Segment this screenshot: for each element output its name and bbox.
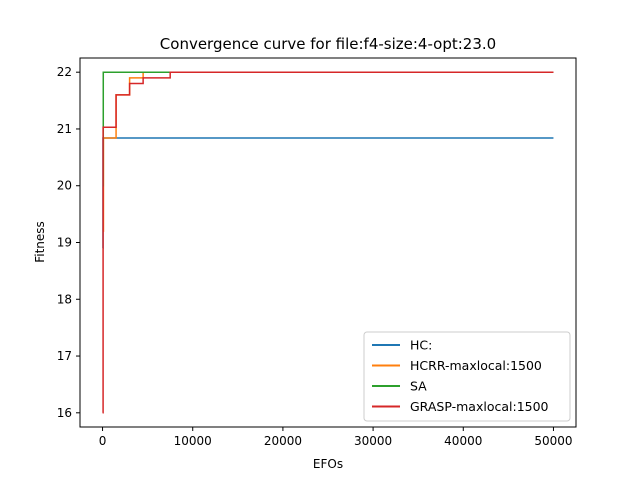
y-tick-label: 19 [57,236,72,250]
x-tick-label: 10000 [174,434,212,448]
legend-box [363,331,571,422]
series-line-0 [102,137,554,249]
series-line-1 [102,71,554,232]
legend-label-1: HCRR-maxlocal:1500 [410,358,542,373]
x-tick-label: 20000 [264,434,302,448]
series-line-2 [102,71,554,187]
legend-label-3: GRASP-maxlocal:1500 [410,399,549,414]
y-tick-label: 22 [57,65,72,79]
series-line-3 [102,71,554,414]
y-tick-label: 17 [57,349,72,363]
y-tick-label: 16 [57,406,72,420]
chart-title: Convergence curve for file:f4-size:4-opt… [160,35,496,53]
y-axis-label: Fitness [33,221,47,263]
legend: HC: HCRR-maxlocal:1500 SA GRASP-maxlocal:15… [363,331,571,422]
x-tick-label: 40000 [444,434,482,448]
y-tick-label: 21 [57,122,72,136]
y-axis: 16 17 18 19 20 21 22 [57,65,80,420]
x-tick-label: 0 [99,434,107,448]
x-tick-label: 50000 [534,434,572,448]
x-tick-label: 30000 [354,434,392,448]
legend-label-2: SA [410,379,427,394]
x-axis: 0 10000 20000 30000 40000 50000 [99,427,573,448]
x-axis-label: EFOs [313,457,343,471]
y-tick-label: 20 [57,179,72,193]
y-tick-label: 18 [57,292,72,306]
plot-lines [102,71,554,414]
legend-label-0: HC: [410,338,432,353]
